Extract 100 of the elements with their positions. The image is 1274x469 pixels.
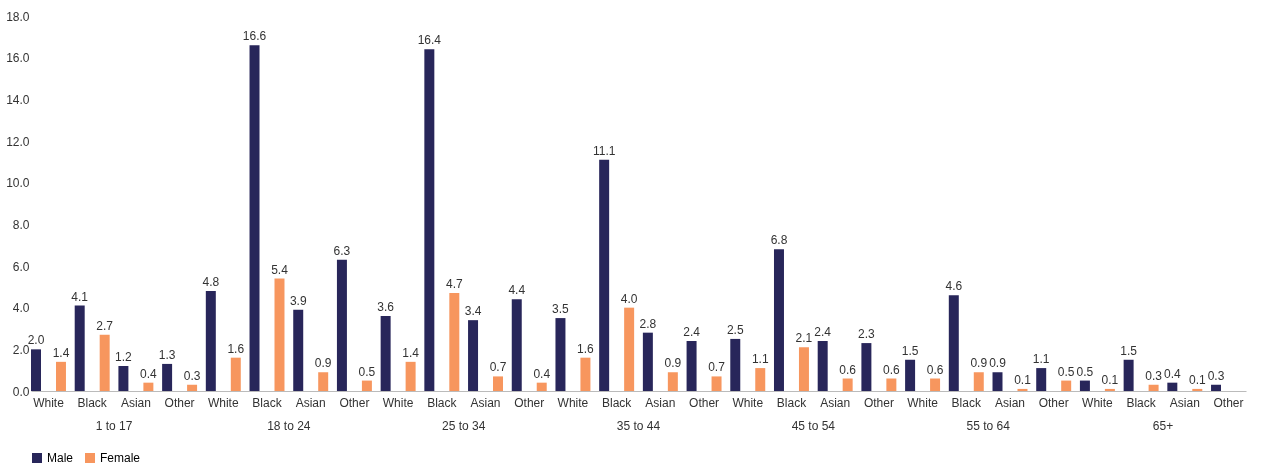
data-label: 0.5 — [1076, 364, 1094, 379]
x-tick-label: Asian — [120, 395, 151, 410]
x-tick-label: White — [1082, 395, 1114, 410]
bar — [293, 309, 304, 391]
x-tick-label: Other — [164, 395, 195, 410]
data-label: 0.3 — [1207, 368, 1225, 383]
x-tick-label: White — [207, 395, 239, 410]
bar — [1079, 380, 1090, 391]
data-label: 11.1 — [592, 143, 616, 158]
data-label: 2.1 — [795, 331, 813, 346]
bar — [511, 299, 522, 391]
bar — [1167, 382, 1178, 391]
data-label: 0.6 — [926, 362, 944, 377]
data-label: 0.4 — [1163, 366, 1181, 381]
bar — [162, 363, 173, 391]
data-label: 4.4 — [508, 283, 526, 298]
bar — [99, 334, 110, 391]
data-label: 0.9 — [970, 356, 988, 371]
x-tick-label: Black — [1126, 395, 1157, 410]
text: 18 to 24 — [267, 419, 311, 433]
bar — [380, 316, 391, 391]
data-label: 6.3 — [333, 243, 351, 258]
bar — [31, 349, 41, 391]
x-tick-label: Asian — [295, 395, 326, 410]
bar — [580, 357, 591, 391]
x-tick-label: Black — [77, 395, 108, 410]
y-tick-label: 18.0 — [6, 9, 30, 24]
y-tick-label: 6.0 — [12, 259, 30, 274]
text: 55 to 64 — [966, 419, 1011, 433]
bar — [424, 49, 435, 391]
data-label: 2.7 — [96, 318, 114, 333]
x-tick-label: Other — [1038, 395, 1069, 410]
y-tick-label: 10.0 — [6, 176, 30, 191]
bar — [599, 159, 610, 391]
bar — [798, 347, 809, 391]
y-tick-label: 4.0 — [12, 301, 30, 316]
bar — [642, 332, 653, 391]
bar — [249, 45, 260, 391]
x-tick-label: Black — [427, 395, 458, 410]
bar — [905, 359, 916, 391]
x-tick-label: Black — [776, 395, 808, 410]
x-tick-label: Black — [252, 395, 283, 410]
bar — [1123, 359, 1134, 391]
data-label: 16.6 — [242, 29, 267, 44]
bar — [493, 376, 504, 391]
bar — [886, 378, 897, 391]
x-tick-label: Other — [339, 395, 370, 410]
data-label: 0.9 — [664, 356, 682, 371]
data-label: 4.7 — [445, 277, 463, 292]
x-tick-label: White — [557, 395, 589, 410]
bar — [755, 368, 766, 391]
x-tick-label: White — [382, 395, 414, 410]
data-label: 1.5 — [1120, 343, 1138, 358]
text: 45 to 54 — [791, 419, 836, 433]
data-label: 0.9 — [314, 356, 332, 371]
bar — [1061, 380, 1072, 391]
bar — [624, 307, 635, 391]
data-label: 3.5 — [552, 302, 570, 317]
data-label: 4.8 — [202, 275, 220, 289]
data-label: 1.2 — [115, 350, 133, 364]
x-tick-label: Asian — [1169, 395, 1200, 410]
data-label: 0.1 — [1101, 372, 1119, 387]
bar — [861, 343, 872, 391]
text: 1 to 17 — [95, 419, 133, 433]
data-label: 3.6 — [377, 300, 395, 314]
data-label: 2.5 — [726, 322, 744, 337]
data-label: 1.1 — [751, 352, 769, 367]
bar — [773, 249, 784, 391]
data-label: 0.1 — [1014, 372, 1032, 387]
legend-label: Male — [47, 451, 74, 465]
x-tick-label: White — [33, 395, 65, 410]
data-label: 2.4 — [683, 325, 701, 339]
text: 25 to 34 — [441, 419, 486, 433]
data-label: 4.6 — [945, 279, 963, 294]
data-label: 0.3 — [183, 368, 201, 383]
bar — [817, 341, 828, 391]
bar — [1104, 388, 1115, 391]
data-label: 0.4 — [533, 366, 551, 381]
x-tick-label: White — [907, 395, 939, 410]
data-label: 4.1 — [71, 289, 89, 304]
x-tick-label: Other — [1213, 395, 1244, 410]
y-tick-label: 16.0 — [6, 51, 30, 66]
x-tick-label: Black — [601, 395, 633, 410]
data-label: 4.0 — [620, 291, 638, 306]
data-label: 2.8 — [639, 316, 657, 331]
data-label: 1.5 — [901, 343, 919, 358]
data-label: 1.6 — [577, 341, 595, 356]
bar — [468, 320, 479, 391]
bar — [449, 293, 460, 391]
data-label: 0.6 — [839, 362, 857, 377]
x-tick-label: White — [732, 395, 764, 410]
bar — [555, 318, 566, 391]
data-label: 1.4 — [52, 345, 70, 360]
bar — [711, 376, 722, 391]
data-label: 6.8 — [770, 233, 788, 248]
bar — [274, 278, 285, 391]
bar — [361, 380, 372, 391]
data-label: 0.4 — [140, 366, 158, 381]
y-tick-label: 0.0 — [12, 384, 30, 399]
data-label: 1.4 — [402, 345, 420, 360]
